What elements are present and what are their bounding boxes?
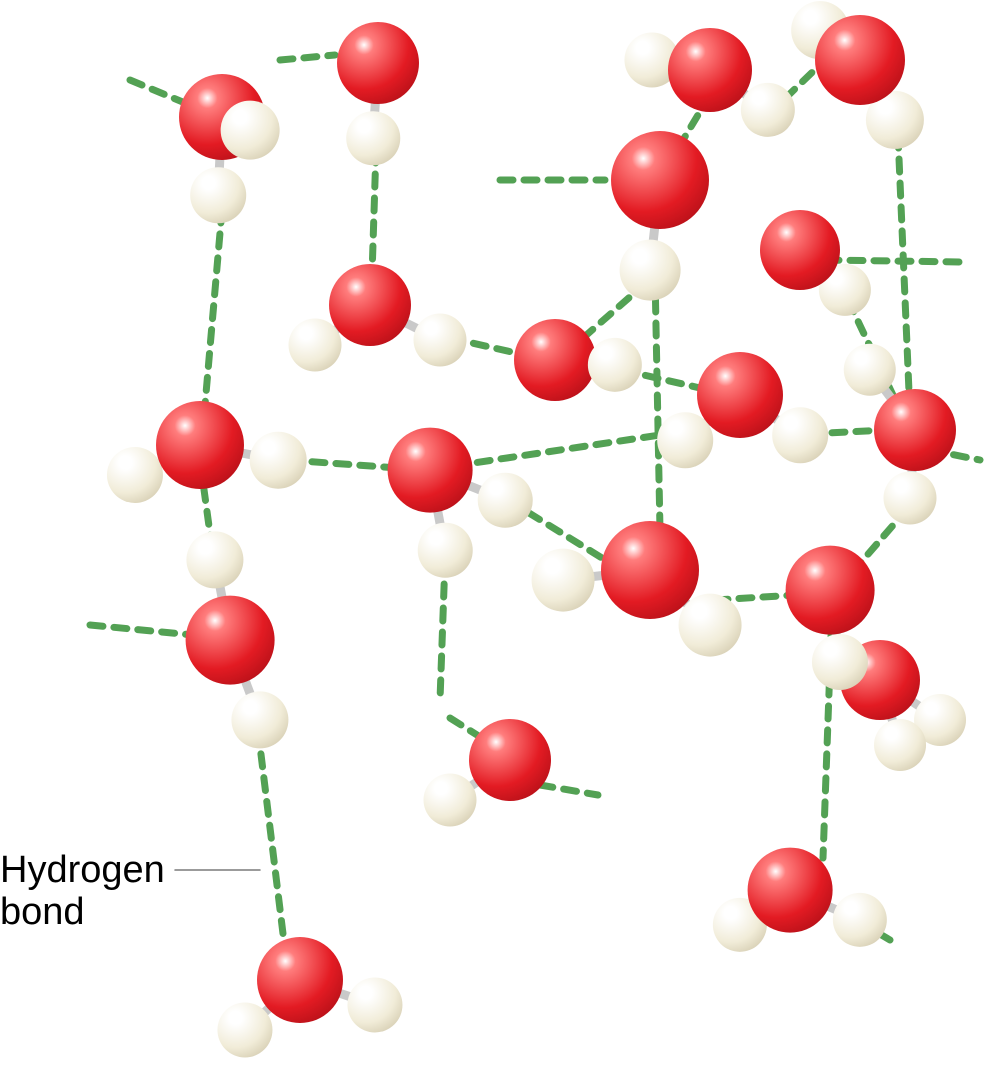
hydrogen-bond <box>372 150 376 275</box>
hydrogen-atom <box>478 473 533 528</box>
hydrogen-atom <box>231 691 288 748</box>
hydrogen-atom <box>884 472 937 525</box>
hydrogen-bond <box>205 210 222 405</box>
oxygen-atom <box>668 28 752 112</box>
hydrogen-bond-label: Hydrogen bond <box>0 850 165 934</box>
hydrogen-atom <box>620 240 681 301</box>
oxygen-atom <box>388 428 473 513</box>
oxygen-atom <box>611 131 709 229</box>
hydrogen-atom <box>250 432 307 489</box>
oxygen-atom <box>156 401 244 489</box>
hydrogen-atom <box>289 319 342 372</box>
label-line-1: Hydrogen <box>0 850 165 892</box>
hydrogen-atom <box>532 549 595 612</box>
hydrogen-atom <box>190 167 246 223</box>
hydrogen-atom <box>107 447 163 503</box>
hydrogen-atom <box>772 407 828 463</box>
oxygen-atom <box>874 389 956 471</box>
hydrogen-atom <box>217 1002 272 1057</box>
hydrogen-bond <box>898 135 910 415</box>
hydrogen-atom <box>424 774 477 827</box>
oxygen-atom <box>601 521 699 619</box>
hydrogen-atom <box>874 719 926 771</box>
hydrogen-atom <box>812 634 868 690</box>
hydrogen-bond <box>440 560 445 700</box>
hydrogen-bond <box>460 432 680 465</box>
hydrogen-atom <box>186 531 243 588</box>
oxygen-atom <box>748 848 833 933</box>
hydrogen-atom <box>414 314 467 367</box>
oxygen-atom <box>786 546 875 635</box>
hydrogen-bond <box>540 785 598 795</box>
hydrogen-atom <box>221 101 280 160</box>
oxygen-atom <box>257 937 343 1023</box>
hydrogen-bond <box>655 275 660 530</box>
hydrogen-atom <box>347 977 402 1032</box>
oxygen-atom <box>469 719 551 801</box>
label-line-2: bond <box>0 892 165 934</box>
oxygen-atom <box>514 319 596 401</box>
oxygen-atom <box>815 15 905 105</box>
oxygen-atom <box>337 22 419 104</box>
oxygen-atom <box>329 264 411 346</box>
hydrogen-atom <box>346 111 400 165</box>
hydrogen-bond <box>258 730 285 950</box>
hydrogen-bond <box>280 55 335 60</box>
hydrogen-bond <box>90 625 193 635</box>
oxygen-atom <box>697 352 783 438</box>
hydrogen-atom <box>679 594 742 657</box>
oxygen-atom <box>186 596 275 685</box>
hydrogen-atom <box>418 523 473 578</box>
hydrogen-bond <box>826 260 960 262</box>
oxygen-atom <box>760 210 840 290</box>
ice-lattice-diagram: Hydrogen bond <box>0 0 996 1077</box>
